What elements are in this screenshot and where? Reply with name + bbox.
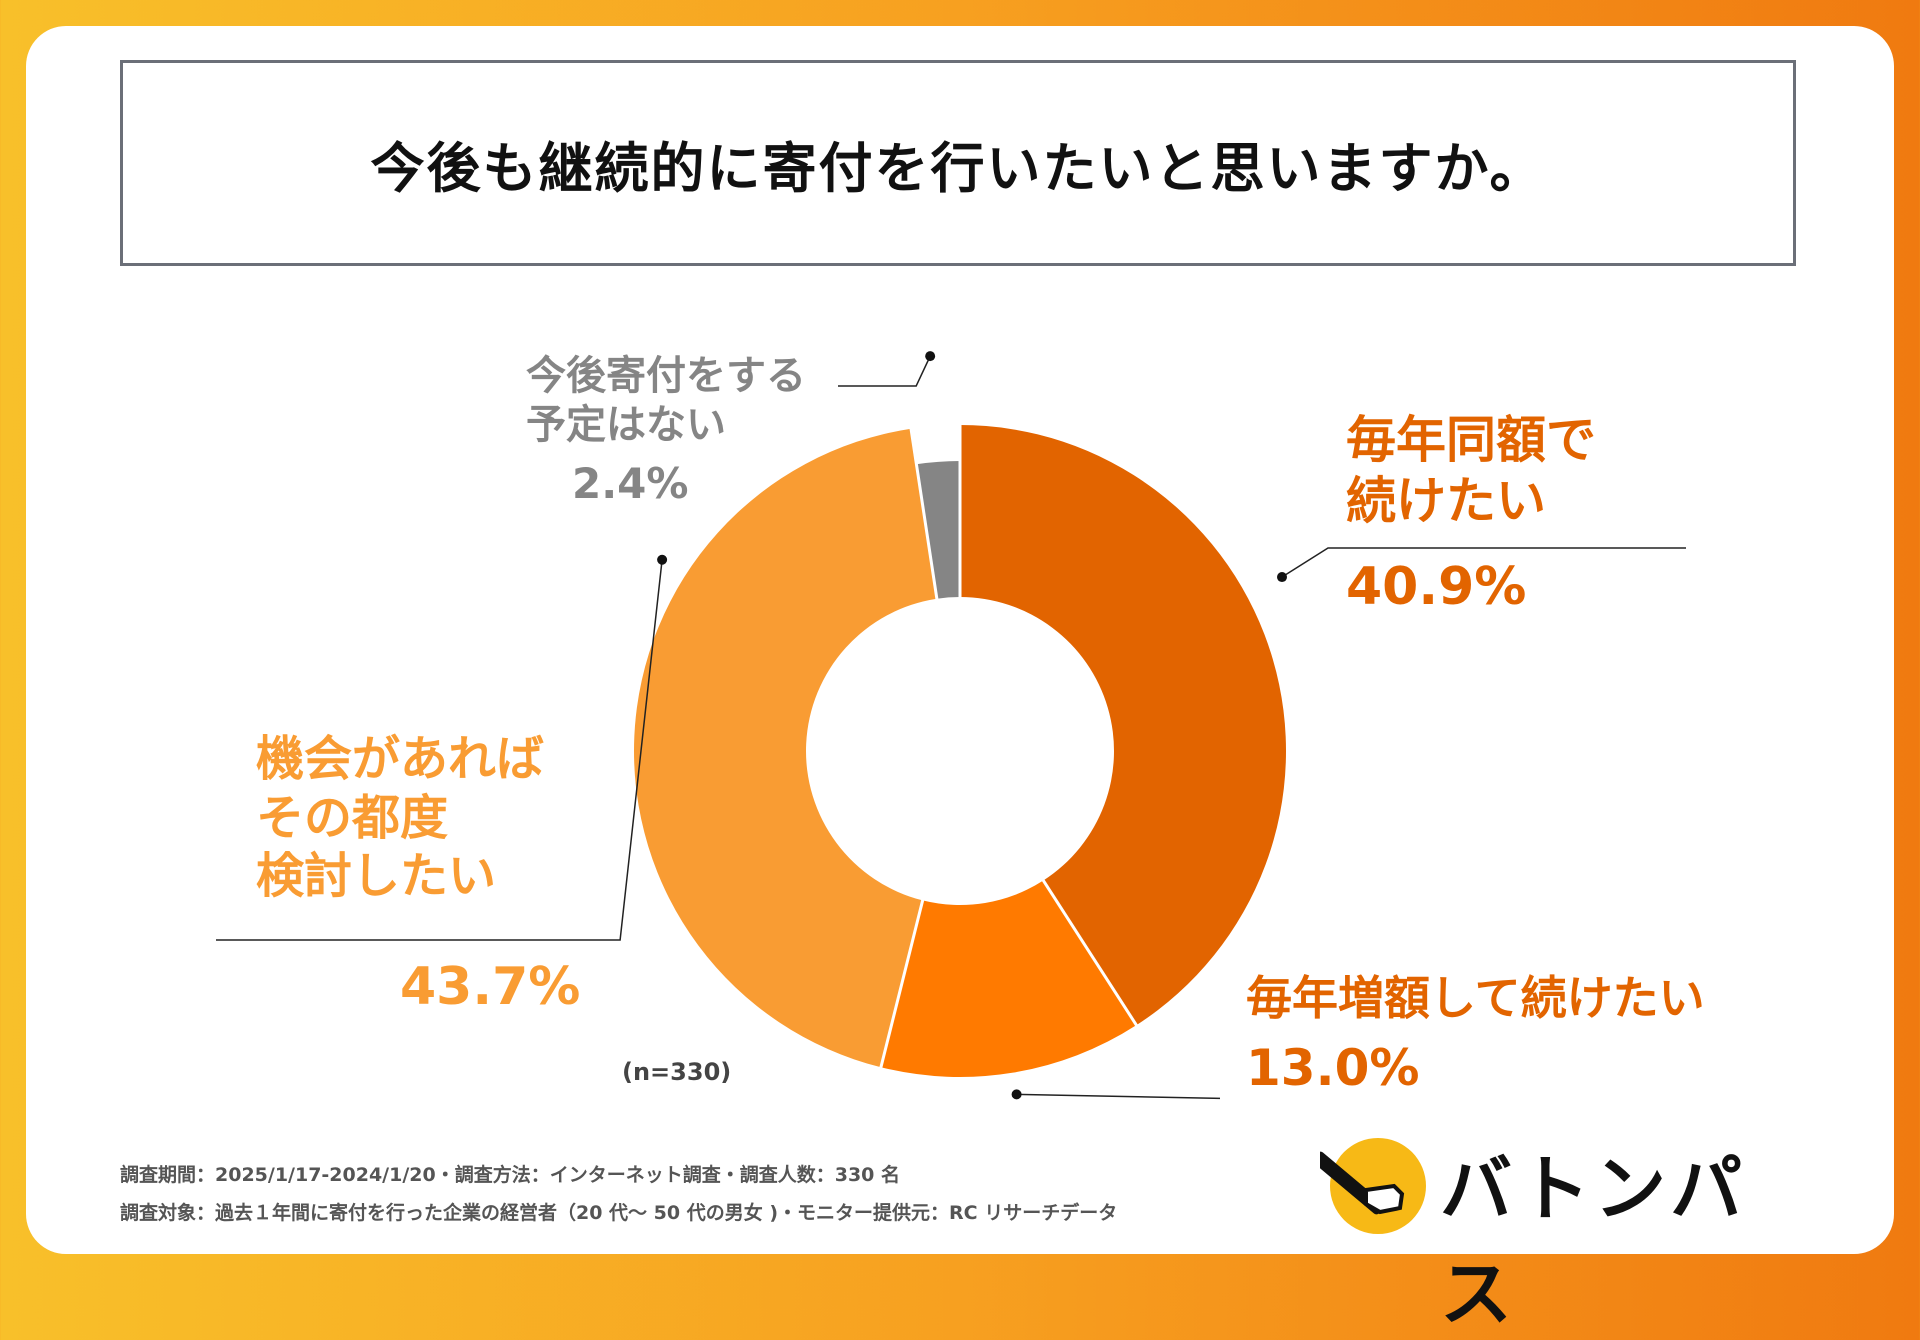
chart-title: 今後も継続的に寄付を行いたいと思いますか。	[370, 136, 1546, 200]
slice-label-line: 毎年同額で	[1346, 411, 1596, 469]
leader-line-case-by-case-dot	[657, 554, 668, 565]
slice-label-line: 機会があれば	[256, 731, 545, 787]
slice-label-no-plan: 今後寄付をする 予定はない	[526, 352, 806, 450]
slice-label-line: その都度	[256, 789, 449, 846]
slice-separator	[878, 898, 925, 1072]
leader-line-annual-same-dot	[1277, 572, 1288, 583]
slice-label-annual-increase: 毎年増額して続けたい 13.0%	[1246, 970, 1705, 1099]
slice-annual-increase	[880, 880, 1137, 1077]
brand-logo: バトンパス	[1320, 1128, 1810, 1336]
slice-case-by-case	[634, 428, 937, 1068]
survey-period-note: 調査期間：2025/1/17-2024/1/20・調査方法：インターネット調査・…	[120, 1164, 901, 1186]
leader-line-annual-increase	[1016, 1093, 1221, 1100]
slice-no-plan	[916, 461, 960, 599]
leader-line-no-plan	[838, 355, 931, 387]
leader-line-annual-increase-dot	[1011, 1089, 1022, 1100]
survey-target-note: 調査対象：過去１年間に寄付を行った企業の経営者（20 代〜 50 代の男女 )・…	[120, 1202, 1118, 1224]
sample-size-label: (n=330)	[622, 1058, 732, 1086]
slice-label-line: 今後寄付をする	[526, 353, 806, 399]
slice-value-text: 43.7%	[400, 957, 581, 1017]
slice-value-case-by-case: 43.7%	[400, 956, 580, 1019]
leader-line-annual-same	[1281, 547, 1686, 578]
leader-line-no-plan-dot	[925, 351, 936, 362]
slice-separator	[1040, 878, 1140, 1030]
baton-hand-icon	[1320, 1138, 1426, 1234]
slice-value-annual-same: 40.9%	[1346, 557, 1527, 617]
slice-annual-same	[960, 425, 1286, 1026]
slice-label-line: 続けたい	[1346, 472, 1546, 530]
slice-separator	[908, 424, 939, 601]
brand-name: バトンパス	[1440, 1147, 1747, 1336]
slice-label-case-by-case: 機会があれば その都度 検討したい	[256, 730, 544, 906]
slice-label-line: 予定はない	[526, 401, 726, 448]
leader-line-case-by-case	[216, 559, 663, 941]
donut-chart	[216, 351, 1686, 1100]
slice-label-annual-same: 毎年同額で 続けたい 40.9%	[1346, 410, 1596, 619]
slice-value-annual-increase: 13.0%	[1246, 1039, 1420, 1098]
slice-value-text: 2.4%	[572, 459, 689, 508]
title-box: 今後も継続的に寄付を行いたいと思いますか。	[120, 60, 1796, 266]
slice-label-line: 毎年増額して続けたい	[1246, 971, 1705, 1025]
slice-value-no-plan: 2.4%	[572, 458, 688, 509]
slice-label-line: 検討したい	[256, 848, 497, 905]
